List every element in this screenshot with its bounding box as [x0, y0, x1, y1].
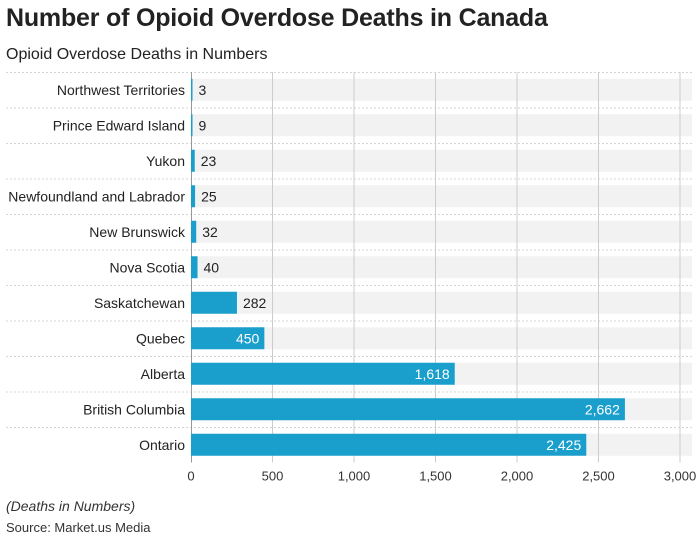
bar — [191, 149, 195, 172]
value-label: 450 — [236, 330, 260, 346]
x-tick-label: 1,500 — [419, 469, 452, 484]
row-band — [191, 78, 692, 101]
bars — [191, 78, 625, 456]
category-label: Quebec — [136, 330, 185, 346]
value-label: 282 — [243, 295, 267, 311]
bar — [191, 398, 625, 421]
bar — [191, 114, 193, 137]
chart-title: Number of Opioid Overdose Deaths in Cana… — [6, 4, 548, 32]
category-label: Northwest Territories — [57, 82, 185, 98]
category-label: Prince Edward Island — [53, 117, 185, 133]
category-label: Saskatchewan — [94, 295, 185, 311]
x-tick-label: 2,000 — [501, 469, 534, 484]
category-label: Yukon — [146, 153, 185, 169]
row-band — [191, 327, 692, 350]
category-label: New Brunswick — [89, 224, 186, 240]
category-labels: Northwest Territories Prince Edward Islan… — [8, 82, 186, 453]
bar — [191, 327, 265, 350]
bar — [191, 185, 196, 208]
bar — [191, 220, 197, 243]
value-label: 1,618 — [415, 366, 450, 382]
row-band — [191, 149, 692, 172]
bar — [191, 291, 237, 314]
x-tick-label: 1,000 — [338, 469, 371, 484]
category-label: Alberta — [141, 366, 186, 382]
row-band — [191, 185, 692, 208]
value-label: 9 — [199, 117, 207, 133]
value-label: 3 — [199, 82, 207, 98]
row-band — [191, 256, 692, 279]
category-label: Nova Scotia — [110, 259, 186, 275]
value-labels: 3 9 23 25 32 40 282 450 1,618 2,662 2,425 — [199, 82, 621, 453]
value-label: 2,662 — [585, 401, 620, 417]
x-tick-label: 3,000 — [664, 469, 697, 484]
row-band — [191, 220, 692, 243]
category-label: Newfoundland and Labrador — [8, 188, 185, 204]
source-credit: Source: Market.us Media — [6, 520, 151, 535]
x-tick-label: 500 — [262, 469, 284, 484]
x-tick-label: 2,500 — [582, 469, 615, 484]
x-axis-ticks: 0 500 1,000 1,500 2,000 2,500 3,000 — [187, 469, 696, 484]
x-tick-label: 0 — [187, 469, 194, 484]
row-band — [191, 291, 692, 314]
value-label: 25 — [201, 188, 217, 204]
category-label: British Columbia — [83, 401, 185, 417]
value-label: 2,425 — [546, 437, 581, 453]
bar-chart: Northwest Territories Prince Edward Islan… — [6, 72, 696, 484]
category-label: Ontario — [139, 437, 185, 453]
chart-subtitle: Opioid Overdose Deaths in Numbers — [6, 46, 268, 63]
value-label: 23 — [201, 153, 217, 169]
bar — [191, 78, 193, 101]
bar — [191, 433, 587, 456]
units-note: (Deaths in Numbers) — [6, 498, 136, 514]
value-label: 40 — [204, 259, 220, 275]
bar — [191, 256, 198, 279]
row-band — [191, 114, 692, 137]
bar — [191, 362, 455, 385]
value-label: 32 — [202, 224, 218, 240]
